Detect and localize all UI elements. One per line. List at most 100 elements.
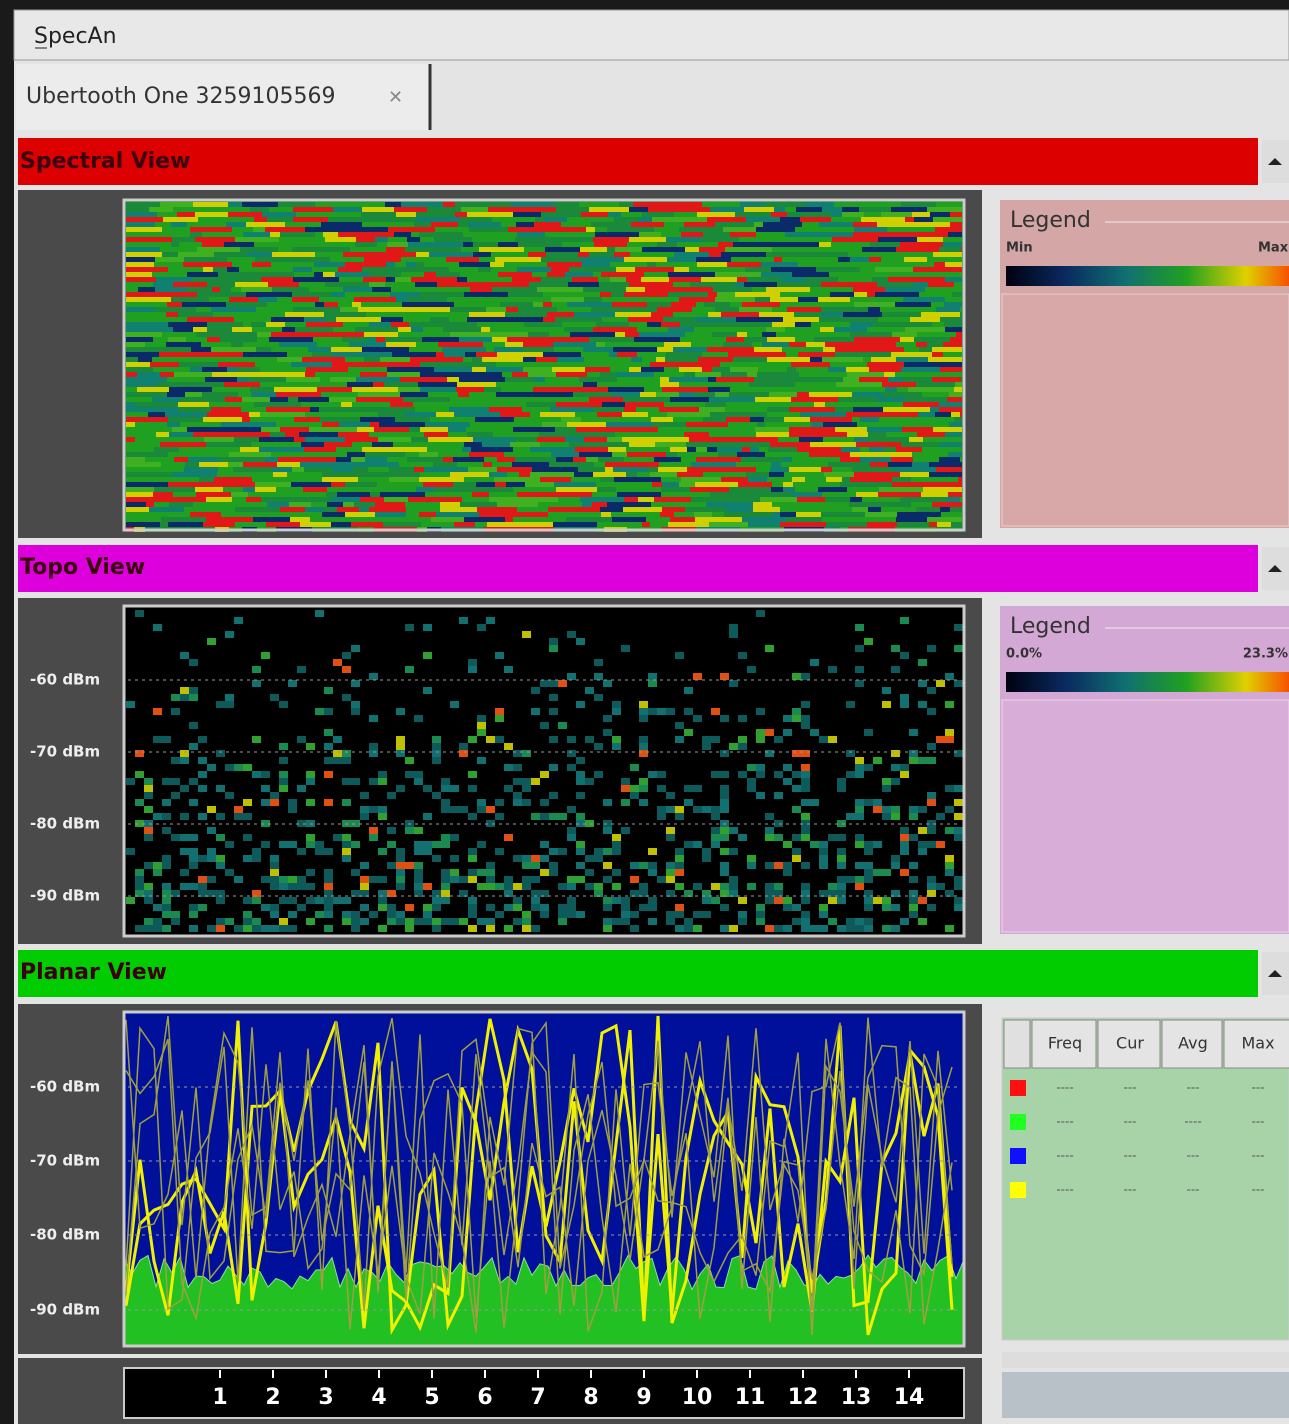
heatmap-cell bbox=[659, 462, 691, 467]
heatmap-cell bbox=[378, 778, 387, 785]
heatmap-cell bbox=[673, 347, 707, 352]
heatmap-cell bbox=[656, 262, 697, 267]
heatmap-cell bbox=[423, 904, 432, 911]
heatmap-cell bbox=[168, 452, 178, 457]
heatmap-cell bbox=[567, 876, 576, 883]
heatmap-cell bbox=[387, 457, 407, 462]
heatmap-cell bbox=[285, 322, 306, 327]
section-header[interactable] bbox=[18, 138, 1258, 185]
heatmap-cell bbox=[384, 382, 418, 387]
heatmap-cell bbox=[882, 925, 891, 932]
heatmap-cell bbox=[387, 904, 396, 911]
heatmap-cell bbox=[960, 412, 962, 417]
heatmap-cell bbox=[507, 337, 544, 342]
heatmap-cell bbox=[504, 785, 513, 792]
heatmap-cell bbox=[522, 883, 531, 890]
heatmap-cell bbox=[873, 322, 889, 327]
heatmap-cell bbox=[171, 918, 180, 925]
tab-close[interactable]: ✕ bbox=[388, 87, 403, 108]
heatmap-cell bbox=[405, 412, 436, 417]
heatmap-cell bbox=[216, 925, 225, 932]
heatmap-cell bbox=[325, 237, 356, 242]
heatmap-cell bbox=[365, 452, 405, 457]
heatmap-cell bbox=[233, 467, 272, 472]
heatmap-cell bbox=[648, 467, 658, 472]
heatmap-cell bbox=[441, 785, 450, 792]
heatmap-cell bbox=[692, 307, 715, 312]
heatmap-cell bbox=[364, 332, 398, 337]
section-header[interactable] bbox=[18, 545, 1258, 592]
heatmap-cell bbox=[792, 673, 801, 680]
heatmap-cell bbox=[409, 347, 442, 352]
heatmap-cell bbox=[420, 237, 434, 242]
heatmap-cell bbox=[333, 736, 342, 743]
heatmap-cell bbox=[668, 307, 692, 312]
heatmap-cell bbox=[144, 897, 153, 904]
y-axis-label: -60 dBm bbox=[30, 1078, 100, 1096]
heatmap-cell bbox=[846, 918, 855, 925]
heatmap-cell bbox=[567, 764, 576, 771]
heatmap-cell bbox=[314, 262, 345, 267]
heatmap-cell bbox=[954, 799, 963, 806]
heatmap-cell bbox=[927, 207, 962, 212]
heatmap-cell bbox=[855, 925, 864, 932]
heatmap-cell bbox=[936, 202, 962, 207]
heatmap-cell bbox=[482, 402, 526, 407]
heatmap-cell bbox=[188, 377, 205, 382]
heatmap-cell bbox=[505, 312, 547, 317]
heatmap-cell bbox=[226, 302, 267, 307]
heatmap-cell bbox=[861, 217, 905, 222]
heatmap-cell bbox=[405, 925, 414, 932]
heatmap-cell bbox=[641, 277, 669, 282]
heatmap-cell bbox=[877, 397, 905, 402]
heatmap-cell bbox=[467, 282, 488, 287]
heatmap-cell bbox=[660, 377, 669, 382]
heatmap-cell bbox=[292, 292, 316, 297]
heatmap-cell bbox=[196, 332, 215, 337]
heatmap-cell bbox=[440, 507, 477, 512]
heatmap-cell bbox=[670, 447, 687, 452]
heatmap-cell bbox=[801, 883, 810, 890]
heatmap-cell bbox=[309, 427, 327, 432]
heatmap-cell bbox=[468, 869, 477, 876]
heatmap-cell bbox=[780, 522, 826, 527]
heatmap-cell bbox=[747, 666, 756, 673]
heatmap-cell bbox=[828, 897, 837, 904]
heatmap-cell bbox=[879, 487, 923, 492]
heatmap-cell bbox=[870, 242, 900, 247]
heatmap-cell bbox=[396, 911, 405, 918]
heatmap-cell bbox=[792, 904, 801, 911]
heatmap-cell bbox=[950, 222, 962, 227]
heatmap-cell bbox=[251, 392, 276, 397]
heatmap-cell bbox=[819, 925, 828, 932]
heatmap-cell bbox=[756, 708, 765, 715]
heatmap-cell bbox=[707, 217, 746, 222]
heatmap-cell bbox=[277, 357, 302, 362]
heatmap-cell bbox=[583, 347, 613, 352]
section-header[interactable] bbox=[18, 950, 1258, 997]
heatmap-cell bbox=[792, 477, 805, 482]
heatmap-cell bbox=[469, 452, 504, 457]
heatmap-cell bbox=[598, 457, 624, 462]
table-cell: --- bbox=[1252, 1183, 1265, 1197]
heatmap-cell bbox=[336, 457, 351, 462]
heatmap-cell bbox=[589, 252, 614, 257]
heatmap-cell bbox=[484, 387, 501, 392]
heatmap-cell bbox=[673, 282, 690, 287]
heatmap-cell bbox=[286, 452, 323, 457]
heatmap-cell bbox=[405, 918, 414, 925]
heatmap-cell bbox=[576, 848, 585, 855]
heatmap-cell bbox=[926, 362, 962, 367]
heatmap-cell bbox=[517, 497, 558, 502]
heatmap-cell bbox=[610, 262, 647, 267]
table-cell: --- bbox=[1187, 1183, 1200, 1197]
heatmap-cell bbox=[905, 217, 914, 222]
tab-label[interactable]: Ubertooth One 3259105569 bbox=[26, 84, 336, 109]
heatmap-cell bbox=[776, 237, 807, 242]
heatmap-cell bbox=[430, 417, 475, 422]
heatmap-cell bbox=[852, 392, 882, 397]
menu-item[interactable]: SpecAn bbox=[34, 24, 117, 49]
heatmap-cell bbox=[492, 202, 511, 207]
heatmap-cell bbox=[729, 925, 738, 932]
heatmap-cell bbox=[885, 287, 925, 292]
